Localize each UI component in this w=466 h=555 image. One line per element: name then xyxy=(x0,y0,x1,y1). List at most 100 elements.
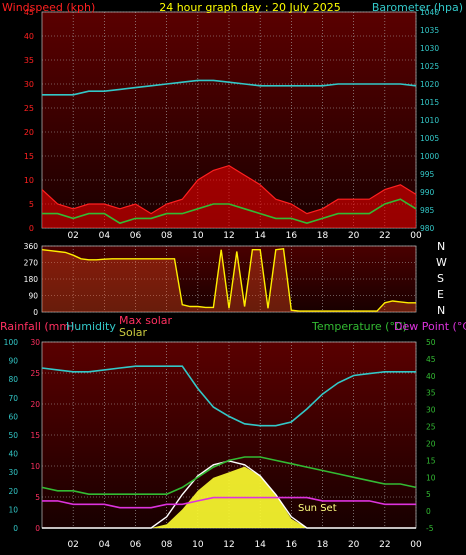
baro-tick-label: 1035 xyxy=(420,26,439,35)
baro-tick-label: 985 xyxy=(420,206,435,215)
barometer-line xyxy=(42,79,417,96)
x-tick-label: 08 xyxy=(161,540,173,550)
dir-tick-label: 360 xyxy=(24,242,39,251)
dir-tick-label: 270 xyxy=(24,259,39,268)
axis-labels: 0202040406060808101012121414161618182020… xyxy=(4,8,440,550)
rain-tick-label: 5 xyxy=(35,493,40,502)
baro-tick-label: 1015 xyxy=(420,98,439,107)
x-tick-label: 20 xyxy=(348,231,360,241)
dir-tick-label: 90 xyxy=(28,292,38,301)
humidity-tick-label: 10 xyxy=(8,505,18,514)
legend-dew-point: Dew Point (°C) xyxy=(394,320,466,333)
baro-tick-label: 1030 xyxy=(420,44,439,53)
humidity-tick-label: 40 xyxy=(8,450,18,459)
x-tick-label: 22 xyxy=(379,540,390,550)
humidity-tick-label: 70 xyxy=(8,394,18,403)
temp-tick-label: 20 xyxy=(426,439,436,448)
baro-tick-label: 1010 xyxy=(420,116,439,125)
x-tick-label: 04 xyxy=(99,540,111,550)
graph-title: 24 hour graph day : 20 July 2025 xyxy=(159,1,341,14)
data-marks xyxy=(41,79,417,529)
windspeed-axis-title: Windspeed (kph) xyxy=(2,1,95,14)
compass-n-bottom: N xyxy=(437,304,445,317)
x-tick-label: 16 xyxy=(286,231,298,241)
temp-tick-label: 15 xyxy=(426,456,436,465)
compass-w: W xyxy=(436,256,447,269)
humidity-tick-label: 60 xyxy=(8,412,18,421)
humidity-tick-label: 50 xyxy=(8,431,18,440)
temp-tick-label: 30 xyxy=(426,406,436,415)
x-tick-label: 06 xyxy=(130,540,142,550)
baro-tick-label: 1025 xyxy=(420,62,439,71)
dewpoint-line xyxy=(42,496,416,509)
x-tick-label: 04 xyxy=(99,231,111,241)
x-tick-label: 08 xyxy=(161,231,173,241)
legend-rainfall: Rainfall (mm) xyxy=(0,320,74,333)
humidity-tick-label: 20 xyxy=(8,487,18,496)
x-tick-label: 00 xyxy=(410,540,422,550)
temp-tick-label: 40 xyxy=(426,372,436,381)
humidity-tick-label: 80 xyxy=(8,375,18,384)
x-tick-label: 10 xyxy=(192,540,204,550)
barometer-axis-title: Barometer (hpa) xyxy=(372,1,463,14)
wind-gust-line xyxy=(41,164,417,215)
wind-direction-line xyxy=(41,248,416,312)
dir-tick-label: 180 xyxy=(24,275,39,284)
legend-max-solar: Max solar xyxy=(119,314,172,327)
legend-temperature: Temperature (°C) xyxy=(311,320,407,333)
x-tick-label: 18 xyxy=(317,540,329,550)
rain-tick-label: 0 xyxy=(35,524,40,533)
sunset-label: Sun Set xyxy=(298,503,337,514)
wind-avg-line xyxy=(42,198,417,225)
x-tick-label: 22 xyxy=(379,231,390,241)
wind-tick-label: 15 xyxy=(24,152,34,161)
baro-tick-label: 1000 xyxy=(420,152,439,161)
compass-n-top: N xyxy=(437,240,445,253)
x-tick-label: 18 xyxy=(317,231,329,241)
x-tick-label: 02 xyxy=(67,231,78,241)
legend-humidity: Humidity xyxy=(66,320,116,333)
temp-tick-label: 10 xyxy=(426,473,436,482)
baro-tick-label: 995 xyxy=(420,170,435,179)
humidity-tick-label: 100 xyxy=(4,338,19,347)
dir-tick-label: 0 xyxy=(33,308,38,317)
x-tick-label: 06 xyxy=(130,231,142,241)
humidity-line xyxy=(41,365,416,427)
x-tick-label: 14 xyxy=(254,540,266,550)
temp-tick-label: -5 xyxy=(426,524,434,533)
x-tick-label: 12 xyxy=(223,540,234,550)
wind-tick-label: 25 xyxy=(24,104,34,113)
wind-direction-area xyxy=(42,248,416,312)
temperature-line xyxy=(41,456,417,495)
x-tick-label: 10 xyxy=(192,231,204,241)
temp-tick-label: 0 xyxy=(426,507,431,516)
rain-tick-label: 20 xyxy=(30,400,40,409)
temp-tick-label: 50 xyxy=(426,338,436,347)
wind-tick-label: 45 xyxy=(24,8,34,17)
wind-gust-area xyxy=(42,165,416,228)
rain-tick-label: 10 xyxy=(30,462,40,471)
temp-tick-label: 35 xyxy=(426,389,436,398)
wind-tick-label: 0 xyxy=(29,224,34,233)
humidity-tick-label: 90 xyxy=(8,357,18,366)
x-tick-label: 12 xyxy=(223,231,234,241)
rain-tick-label: 15 xyxy=(30,431,40,440)
humidity-tick-label: 30 xyxy=(8,468,18,477)
x-tick-label: 20 xyxy=(348,540,360,550)
wind-tick-label: 5 xyxy=(29,200,34,209)
x-tick-label: 00 xyxy=(410,231,422,241)
compass-s: S xyxy=(437,272,444,285)
wind-tick-label: 30 xyxy=(24,80,34,89)
wind-tick-label: 10 xyxy=(24,176,34,185)
temp-tick-label: 25 xyxy=(426,423,436,432)
rain-tick-label: 25 xyxy=(30,369,40,378)
baro-tick-label: 980 xyxy=(420,224,435,233)
baro-tick-label: 1020 xyxy=(420,80,439,89)
compass-e: E xyxy=(437,288,444,301)
wind-tick-label: 20 xyxy=(24,128,34,137)
humidity-tick-label: 0 xyxy=(13,524,18,533)
baro-tick-label: 990 xyxy=(420,188,435,197)
wind-tick-label: 40 xyxy=(24,32,34,41)
x-tick-label: 02 xyxy=(67,540,78,550)
